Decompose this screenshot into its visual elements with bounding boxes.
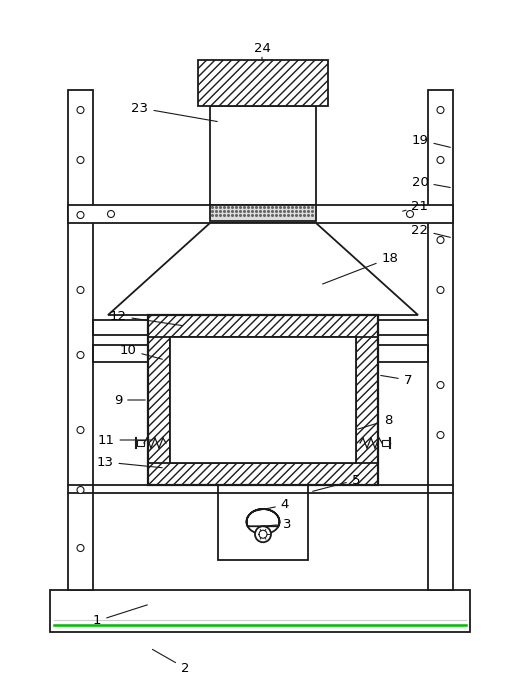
Circle shape bbox=[437, 236, 444, 243]
Bar bbox=[428, 90, 453, 590]
Text: 3: 3 bbox=[258, 518, 291, 530]
Bar bbox=[198, 60, 328, 106]
Bar bbox=[210, 106, 316, 205]
Bar bbox=[68, 90, 93, 590]
Circle shape bbox=[77, 286, 84, 293]
Bar bbox=[218, 485, 308, 560]
Polygon shape bbox=[108, 223, 418, 315]
Text: 2: 2 bbox=[152, 649, 189, 675]
Polygon shape bbox=[246, 509, 279, 534]
Text: 4: 4 bbox=[253, 498, 289, 512]
Circle shape bbox=[407, 211, 413, 218]
Bar bbox=[356, 315, 378, 485]
Bar bbox=[50, 590, 470, 632]
Bar bbox=[68, 205, 453, 223]
Bar bbox=[148, 315, 378, 485]
Text: 12: 12 bbox=[110, 309, 182, 325]
Text: 21: 21 bbox=[402, 199, 428, 213]
Circle shape bbox=[437, 286, 444, 293]
Text: 19: 19 bbox=[411, 133, 450, 147]
Circle shape bbox=[77, 106, 84, 113]
Text: 24: 24 bbox=[254, 42, 270, 60]
Circle shape bbox=[77, 352, 84, 359]
Text: 7: 7 bbox=[381, 373, 412, 386]
Circle shape bbox=[77, 544, 84, 552]
Text: 22: 22 bbox=[411, 224, 450, 238]
Circle shape bbox=[437, 382, 444, 389]
Text: 23: 23 bbox=[132, 101, 217, 122]
Text: 18: 18 bbox=[322, 252, 398, 284]
Text: 5: 5 bbox=[313, 473, 360, 491]
Bar bbox=[170, 337, 356, 463]
Circle shape bbox=[108, 211, 114, 218]
Bar bbox=[382, 440, 389, 446]
Text: 8: 8 bbox=[358, 414, 392, 430]
Text: 9: 9 bbox=[114, 393, 145, 407]
Bar bbox=[148, 315, 170, 485]
Circle shape bbox=[255, 526, 271, 542]
Circle shape bbox=[77, 156, 84, 163]
Bar bbox=[170, 337, 356, 463]
Circle shape bbox=[437, 156, 444, 163]
Circle shape bbox=[77, 486, 84, 493]
Text: 10: 10 bbox=[120, 343, 162, 359]
Bar bbox=[148, 463, 378, 485]
Bar bbox=[137, 440, 144, 446]
Text: 1: 1 bbox=[93, 605, 147, 628]
Text: 11: 11 bbox=[98, 434, 152, 446]
Circle shape bbox=[77, 211, 84, 218]
Bar bbox=[148, 315, 378, 337]
Circle shape bbox=[77, 427, 84, 434]
Circle shape bbox=[437, 432, 444, 439]
Circle shape bbox=[259, 530, 267, 538]
Text: 13: 13 bbox=[97, 455, 162, 468]
Circle shape bbox=[437, 106, 444, 113]
Bar bbox=[210, 205, 316, 221]
Text: 20: 20 bbox=[411, 176, 450, 188]
